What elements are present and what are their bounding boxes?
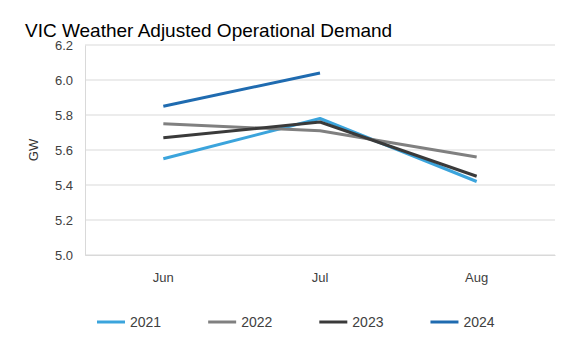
y-tick-label: 6.2	[55, 38, 73, 53]
x-tick: Aug	[465, 255, 488, 285]
x-axis: Jun Jul Aug	[86, 255, 556, 285]
legend-label: 2024	[463, 314, 494, 330]
y-axis-line	[85, 46, 86, 256]
y-tick: 6.2	[55, 38, 85, 53]
legend-entry: 2024	[430, 314, 494, 330]
grid-line	[85, 220, 555, 221]
series-line	[163, 73, 320, 106]
grid-line	[85, 150, 555, 151]
grid-line	[85, 80, 555, 81]
y-tick: 5.0	[55, 248, 85, 263]
legend-swatch	[97, 321, 125, 324]
y-tick: 5.8	[55, 108, 85, 123]
x-axis-line	[86, 255, 556, 256]
y-axis-title: GW	[26, 138, 41, 161]
legend-swatch	[208, 321, 236, 324]
legend-entry: 2023	[319, 314, 383, 330]
y-tick: 6.0	[55, 73, 85, 88]
x-tick: Jul	[312, 255, 329, 285]
y-axis: 5.0 5.2 5.4 5.6 5.8 6.0 6.2	[55, 38, 86, 263]
grid-line	[85, 255, 555, 256]
y-tick-label: 5.8	[55, 108, 73, 123]
legend-label: 2021	[130, 314, 161, 330]
legend-swatch	[319, 321, 347, 324]
y-tick-label: 5.0	[55, 248, 73, 263]
x-tick-label: Jun	[153, 270, 174, 285]
y-tick-label: 6.0	[55, 73, 73, 88]
y-tick-label: 5.2	[55, 213, 73, 228]
y-tick: 5.4	[55, 178, 85, 193]
y-tick-label: 5.6	[55, 143, 73, 158]
series-line	[163, 122, 476, 176]
legend: 2021 2022 2023 2024	[97, 314, 495, 330]
grid-line	[85, 185, 555, 186]
legend-label: 2023	[352, 314, 383, 330]
legend-swatch	[430, 321, 458, 324]
grid	[85, 45, 555, 255]
grid-line	[85, 45, 555, 46]
legend-entry: 2022	[208, 314, 272, 330]
y-tick: 5.2	[55, 213, 85, 228]
title: VIC Weather Adjusted Operational Demand	[25, 20, 392, 41]
x-tick-label: Aug	[465, 270, 488, 285]
series-line	[163, 124, 476, 157]
series-line	[163, 119, 476, 182]
y-tick: 5.6	[55, 143, 85, 158]
x-tick-label: Jul	[312, 270, 329, 285]
legend-label: 2022	[241, 314, 272, 330]
legend-entry: 2021	[97, 314, 161, 330]
x-tick: Jun	[153, 255, 174, 285]
plot-area	[163, 73, 476, 182]
grid-line	[85, 115, 555, 116]
y-tick-label: 5.4	[55, 178, 73, 193]
